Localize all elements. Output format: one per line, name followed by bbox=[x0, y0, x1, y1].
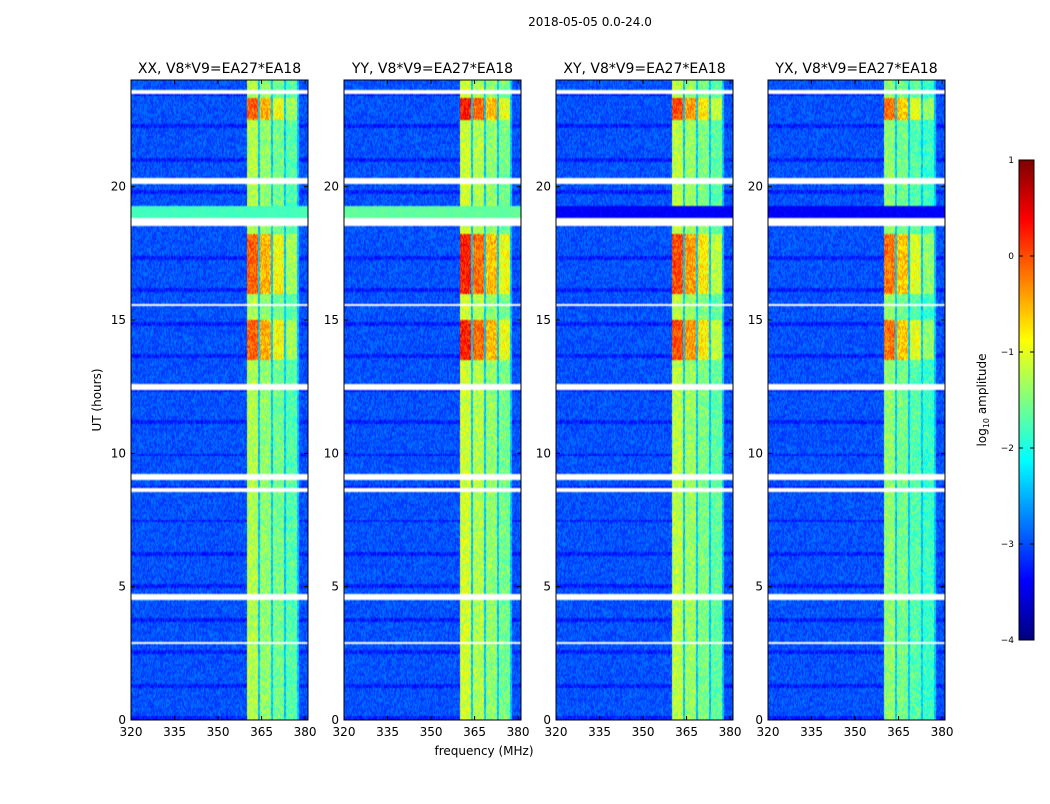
panels-layer: XX, V8*V9=EA27*EA18 320 335 350 365 380 0 5 10 15… bbox=[111, 61, 954, 739]
colorbar-tick-label: 0 bbox=[1008, 252, 1014, 262]
x-tick-label: 380 bbox=[719, 725, 742, 739]
y-tick-label: 5 bbox=[331, 580, 339, 594]
y-tick-label: 5 bbox=[118, 580, 126, 594]
colorbar-label: log10 amplitude bbox=[975, 354, 991, 447]
figure-title: 2018-05-05 0.0-24.0 bbox=[528, 15, 652, 29]
colorbar-ticks: 1 0 −1 −2 −3 −4 bbox=[1001, 156, 1034, 646]
panel-title: YY, V8*V9=EA27*EA18 bbox=[351, 61, 513, 77]
spectrogram-image bbox=[344, 80, 521, 720]
y-tick-label: 5 bbox=[543, 580, 551, 594]
panel-3: XY, V8*V9=EA27*EA18 320 335 350 365 380 0 5 10 15… bbox=[536, 61, 742, 739]
x-tick-label: 335 bbox=[588, 725, 611, 739]
x-tick-label: 365 bbox=[250, 725, 273, 739]
x-tick-label: 350 bbox=[632, 725, 655, 739]
panel-frame bbox=[767, 79, 946, 721]
y-tick-label: 0 bbox=[755, 713, 763, 727]
x-tick-label: 335 bbox=[376, 725, 399, 739]
y-tick-label: 20 bbox=[111, 180, 126, 194]
panel-frame bbox=[130, 79, 309, 721]
y-tick-label: 15 bbox=[111, 313, 126, 327]
y-tick-label: 0 bbox=[331, 713, 339, 727]
x-tick-label: 320 bbox=[757, 725, 780, 739]
y-tick-label: 20 bbox=[536, 180, 551, 194]
spectrogram-image bbox=[556, 80, 733, 720]
y-tick-label: 0 bbox=[543, 713, 551, 727]
y-tick-label: 10 bbox=[748, 446, 763, 460]
panel-title: YX, V8*V9=EA27*EA18 bbox=[774, 61, 937, 77]
x-tick-label: 350 bbox=[207, 725, 230, 739]
x-axis-label: frequency (MHz) bbox=[434, 744, 533, 758]
panel-title: XY, V8*V9=EA27*EA18 bbox=[563, 61, 725, 77]
x-tick-label: 335 bbox=[800, 725, 823, 739]
colorbar: 10−1−2−3−4 log10 amplitude bbox=[975, 156, 1035, 646]
y-tick-label: 10 bbox=[536, 446, 551, 460]
colorbar-label-suffix: amplitude bbox=[975, 354, 989, 418]
x-tick-label: 350 bbox=[420, 725, 443, 739]
y-axis-label: UT (hours) bbox=[90, 368, 104, 431]
x-tick-label: 380 bbox=[507, 725, 530, 739]
colorbar-label-prefix: log bbox=[975, 428, 989, 446]
y-tick-label: 0 bbox=[118, 713, 126, 727]
panel-2: YY, V8*V9=EA27*EA18 320 335 350 365 380 0 5 10 15… bbox=[324, 61, 530, 739]
spectrogram-image bbox=[768, 80, 945, 720]
y-tick-label: 15 bbox=[748, 313, 763, 327]
spectrogram-image bbox=[131, 80, 308, 720]
y-tick-label: 10 bbox=[324, 446, 339, 460]
x-tick-label: 335 bbox=[163, 725, 186, 739]
colorbar-tick-label: −3 bbox=[1001, 540, 1014, 550]
y-tick-label: 20 bbox=[748, 180, 763, 194]
x-tick-label: 320 bbox=[333, 725, 356, 739]
y-tick-label: 20 bbox=[324, 180, 339, 194]
x-tick-label: 380 bbox=[294, 725, 317, 739]
colorbar-tick-label: −1 bbox=[1001, 348, 1014, 358]
colorbar-tick-label: −2 bbox=[1001, 444, 1014, 454]
x-tick-label: 320 bbox=[545, 725, 568, 739]
x-tick-label: 350 bbox=[844, 725, 867, 739]
colorbar-label-subscript: 10 bbox=[982, 418, 991, 428]
x-tick-label: 365 bbox=[887, 725, 910, 739]
y-tick-label: 15 bbox=[324, 313, 339, 327]
x-tick-label: 365 bbox=[463, 725, 486, 739]
y-tick-label: 10 bbox=[111, 446, 126, 460]
x-tick-label: 380 bbox=[931, 725, 954, 739]
colorbar-gradient bbox=[1018, 159, 1035, 641]
y-tick-label: 15 bbox=[536, 313, 551, 327]
panel-frame bbox=[555, 79, 734, 721]
y-tick-label: 5 bbox=[755, 580, 763, 594]
colorbar-tick-label: −4 bbox=[1001, 636, 1015, 646]
x-tick-label: 320 bbox=[120, 725, 143, 739]
panel-frame bbox=[343, 79, 522, 721]
x-tick-label: 365 bbox=[675, 725, 698, 739]
panel-title: XX, V8*V9=EA27*EA18 bbox=[138, 61, 301, 77]
panel-4: YX, V8*V9=EA27*EA18 320 335 350 365 380 0 5 10 15… bbox=[748, 61, 954, 739]
panel-1: XX, V8*V9=EA27*EA18 320 335 350 365 380 0 5 10 15… bbox=[111, 61, 317, 739]
colorbar-tick-label: 1 bbox=[1008, 156, 1014, 166]
